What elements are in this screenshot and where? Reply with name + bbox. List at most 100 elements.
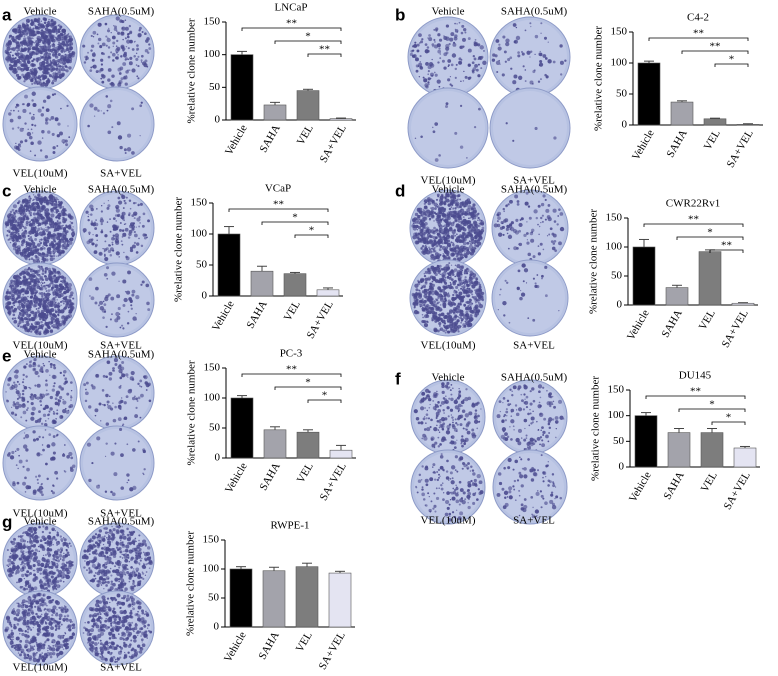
colony [58, 217, 61, 219]
colony [57, 241, 62, 246]
colony [22, 213, 25, 216]
colony [109, 230, 112, 233]
colony [120, 486, 125, 490]
colony [445, 102, 449, 106]
colony [466, 323, 471, 328]
colony [40, 20, 42, 22]
colony [43, 299, 48, 304]
colony [30, 32, 35, 37]
colony [103, 254, 106, 257]
colony [423, 320, 427, 324]
colony [25, 254, 28, 258]
colony [32, 312, 35, 315]
colony [14, 209, 18, 213]
colony [17, 233, 20, 236]
colony [26, 71, 31, 77]
colony [26, 131, 32, 137]
colony [56, 220, 59, 223]
bar [263, 429, 287, 459]
colony [472, 203, 476, 207]
colony [33, 63, 36, 67]
colony [49, 118, 52, 121]
colony [459, 265, 464, 271]
colony [473, 242, 476, 245]
colony [62, 216, 64, 219]
colony [23, 432, 26, 434]
colony [17, 325, 20, 328]
colony [54, 60, 58, 64]
colony [17, 392, 22, 397]
colony [57, 199, 59, 201]
colony [462, 323, 466, 327]
colony [420, 40, 424, 44]
colony [55, 477, 59, 480]
colony [107, 104, 112, 109]
colony [431, 280, 434, 283]
colony [68, 136, 71, 139]
colony [69, 237, 74, 242]
colony [101, 74, 106, 79]
colony [43, 293, 47, 297]
colony [32, 491, 37, 496]
colony [63, 301, 65, 303]
colony [428, 34, 431, 37]
colony [49, 278, 53, 283]
error-bar [743, 123, 753, 125]
colonies [411, 191, 485, 265]
colony [477, 74, 481, 78]
colony [506, 232, 509, 235]
colony [31, 67, 34, 70]
colony [121, 27, 124, 30]
colony [59, 415, 64, 419]
colony [7, 298, 10, 301]
colony [36, 396, 40, 400]
colony [69, 381, 73, 384]
colony [438, 321, 442, 326]
colony [430, 306, 435, 311]
colony [26, 278, 29, 281]
colony [52, 323, 57, 328]
colony [430, 77, 432, 80]
colony [120, 77, 124, 81]
colony [453, 289, 456, 292]
colony [128, 24, 132, 28]
colony [33, 209, 36, 212]
colony [112, 367, 115, 370]
colony [121, 243, 124, 246]
colony [467, 48, 472, 53]
colony [61, 299, 65, 303]
colony [101, 80, 105, 84]
colony [40, 55, 42, 57]
colony [459, 45, 463, 49]
y-tick-label: 150 [204, 362, 221, 374]
colonies [88, 266, 151, 330]
colony [31, 246, 35, 250]
bar [250, 270, 274, 297]
colony [13, 63, 16, 67]
colony [24, 214, 26, 217]
colony [432, 277, 437, 282]
colony [5, 302, 9, 307]
colony [34, 78, 37, 81]
colony [427, 201, 431, 206]
colony [527, 252, 532, 257]
colony [430, 418, 433, 422]
colony [56, 325, 60, 329]
colony [9, 232, 13, 236]
colony [37, 75, 42, 79]
colony [131, 151, 135, 155]
colony [52, 435, 56, 438]
colony [460, 218, 463, 221]
colony [53, 51, 55, 54]
colony [60, 275, 65, 279]
colony [445, 329, 448, 332]
colony [142, 233, 146, 237]
colony [13, 247, 17, 251]
colony [90, 213, 93, 216]
colony [37, 302, 42, 307]
colony [55, 293, 59, 297]
colony [426, 232, 431, 237]
colony [31, 310, 34, 313]
colony [424, 245, 428, 249]
colony [33, 17, 38, 22]
